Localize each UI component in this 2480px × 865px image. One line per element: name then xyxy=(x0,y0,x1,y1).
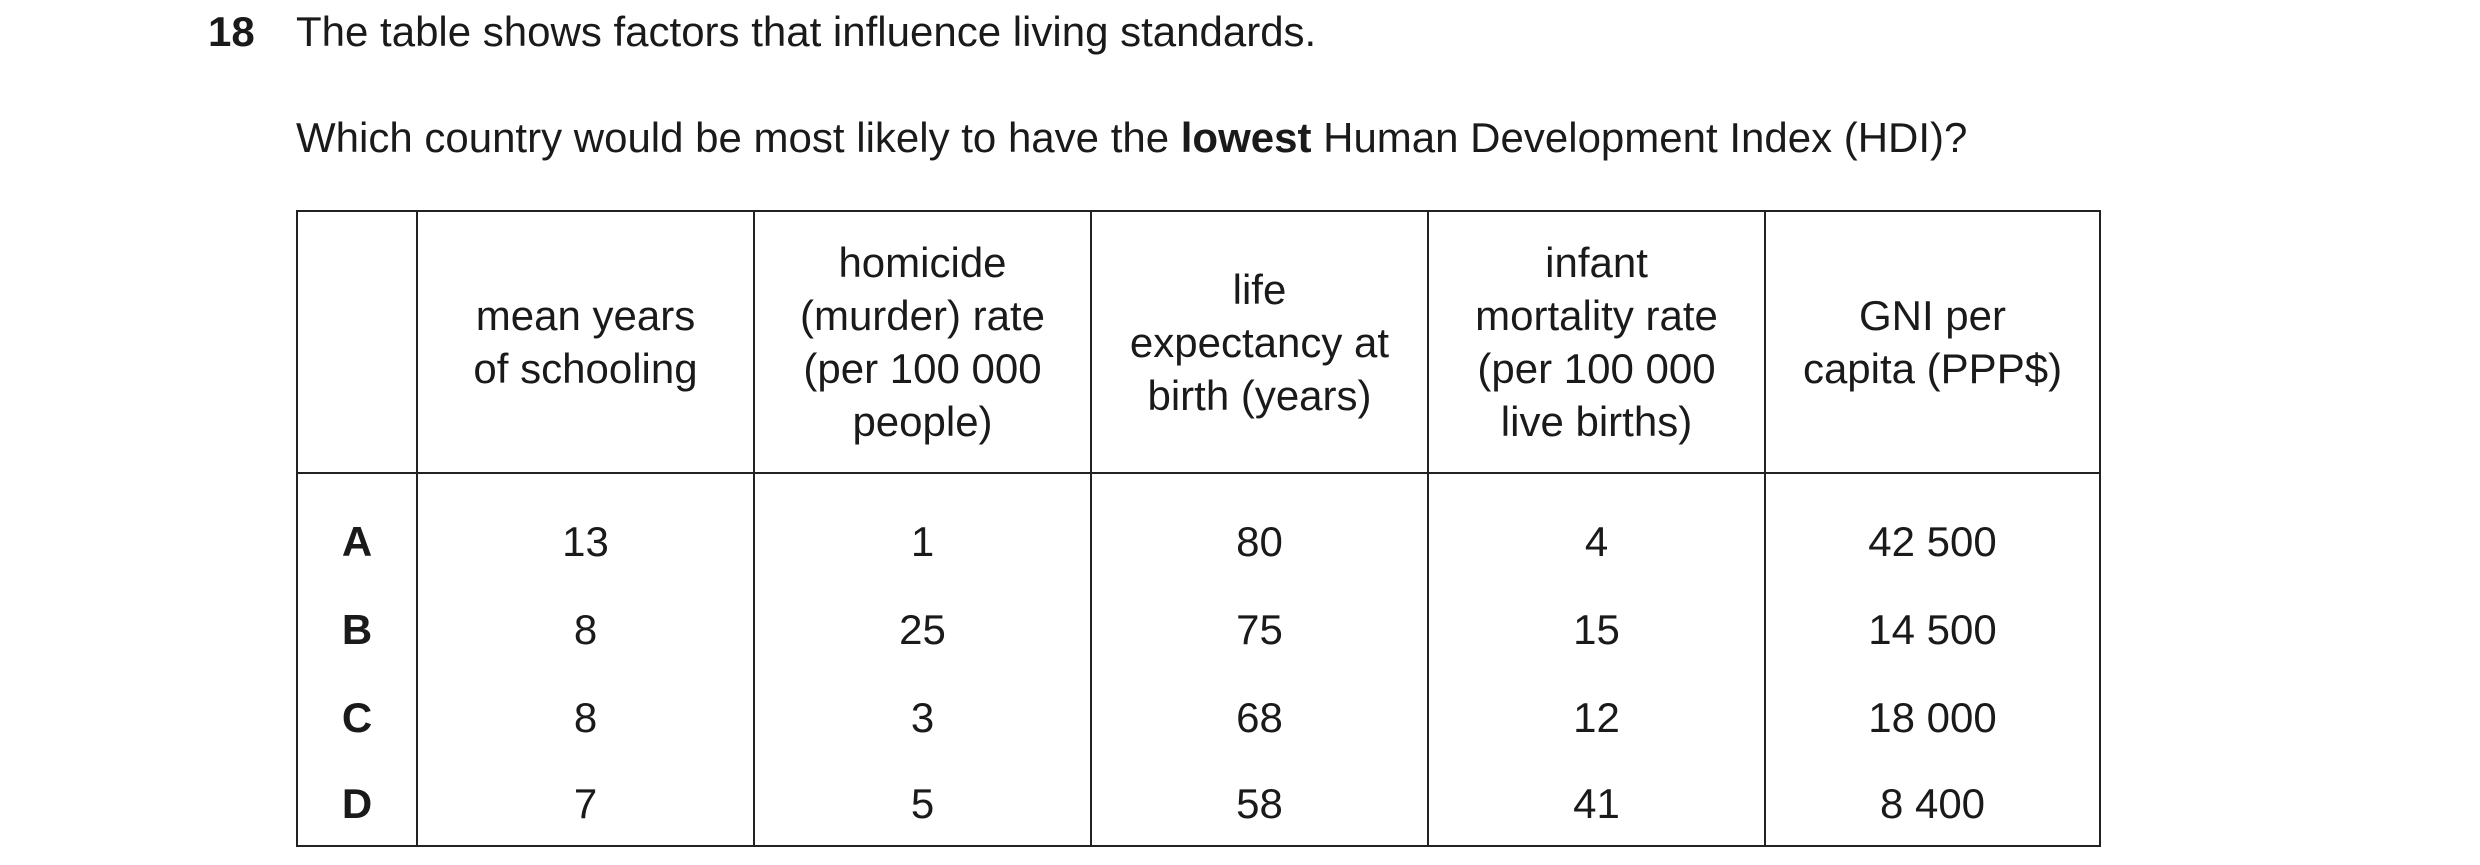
table-row: C 8 3 68 12 18 000 xyxy=(296,673,2101,761)
header-key xyxy=(296,210,418,474)
cell-gni: 42 500 xyxy=(1764,473,2101,585)
cell-infant-mortality: 12 xyxy=(1427,673,1766,761)
row-key: C xyxy=(296,673,418,761)
cell-life-expectancy: 75 xyxy=(1090,585,1429,673)
header-gni: GNI per capita (PPP$) xyxy=(1764,210,2101,474)
cell-schooling: 8 xyxy=(416,673,755,761)
prompt-text-before: Which country would be most likely to ha… xyxy=(296,114,1181,161)
cell-life-expectancy: 68 xyxy=(1090,673,1429,761)
cell-life-expectancy: 80 xyxy=(1090,473,1429,585)
table-row: D 7 5 58 41 8 400 xyxy=(296,761,2101,847)
question-stem: The table shows factors that influence l… xyxy=(296,8,1317,55)
cell-infant-mortality: 41 xyxy=(1427,761,1766,847)
row-key: D xyxy=(296,761,418,847)
cell-infant-mortality: 4 xyxy=(1427,473,1766,585)
data-table: mean years of schooling homicide (murder… xyxy=(296,210,2101,847)
header-homicide: homicide (murder) rate (per 100 000 peop… xyxy=(753,210,1092,474)
cell-schooling: 13 xyxy=(416,473,755,585)
table-row: A 13 1 80 4 42 500 xyxy=(296,473,2101,585)
cell-life-expectancy: 58 xyxy=(1090,761,1429,847)
cell-homicide: 5 xyxy=(753,761,1092,847)
header-schooling: mean years of schooling xyxy=(416,210,755,474)
cell-gni: 14 500 xyxy=(1764,585,2101,673)
header-life-expectancy: life expectancy at birth (years) xyxy=(1090,210,1429,474)
cell-homicide: 1 xyxy=(753,473,1092,585)
prompt-emphasis: lowest xyxy=(1180,114,1312,161)
row-key: B xyxy=(296,585,418,673)
header-row: mean years of schooling homicide (murder… xyxy=(296,210,2101,474)
cell-homicide: 25 xyxy=(753,585,1092,673)
cell-homicide: 3 xyxy=(753,673,1092,761)
cell-gni: 8 400 xyxy=(1764,761,2101,847)
row-key: A xyxy=(296,473,418,585)
question-number: 18 xyxy=(208,8,255,55)
prompt-text-after: Human Development Index (HDI)? xyxy=(1311,114,1968,161)
cell-gni: 18 000 xyxy=(1764,673,2101,761)
header-infant-mortality: infant mortality rate (per 100 000 live … xyxy=(1427,210,1766,474)
cell-schooling: 8 xyxy=(416,585,755,673)
cell-infant-mortality: 15 xyxy=(1427,585,1766,673)
table-row: B 8 25 75 15 14 500 xyxy=(296,585,2101,673)
cell-schooling: 7 xyxy=(416,761,755,847)
question-prompt: Which country would be most likely to ha… xyxy=(296,110,1967,166)
